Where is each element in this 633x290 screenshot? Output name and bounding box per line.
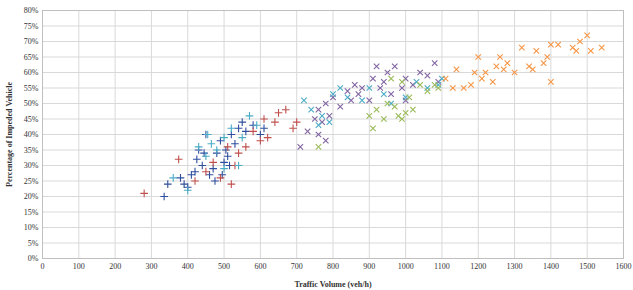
- svg-text:30%: 30%: [24, 161, 39, 170]
- svg-text:45%: 45%: [24, 115, 39, 124]
- svg-text:1500: 1500: [579, 262, 595, 271]
- svg-text:75%: 75%: [24, 22, 39, 31]
- svg-text:700: 700: [291, 262, 303, 271]
- svg-text:25%: 25%: [24, 177, 39, 186]
- svg-text:1600: 1600: [616, 262, 632, 271]
- svg-text:600: 600: [254, 262, 266, 271]
- svg-text:80%: 80%: [24, 6, 39, 15]
- svg-text:400: 400: [182, 262, 194, 271]
- svg-text:1100: 1100: [434, 262, 450, 271]
- svg-text:55%: 55%: [24, 84, 39, 93]
- svg-text:10%: 10%: [24, 223, 39, 232]
- svg-text:900: 900: [363, 262, 375, 271]
- svg-text:35%: 35%: [24, 146, 39, 155]
- svg-text:60%: 60%: [24, 68, 39, 77]
- svg-text:1300: 1300: [507, 262, 523, 271]
- svg-text:65%: 65%: [24, 53, 39, 62]
- svg-text:70%: 70%: [24, 37, 39, 46]
- svg-text:0: 0: [41, 262, 45, 271]
- svg-text:1200: 1200: [470, 262, 486, 271]
- svg-text:1400: 1400: [543, 262, 559, 271]
- svg-text:800: 800: [327, 262, 339, 271]
- svg-text:5%: 5%: [28, 239, 39, 248]
- svg-text:15%: 15%: [24, 208, 39, 217]
- svg-text:40%: 40%: [24, 130, 39, 139]
- svg-text:0%: 0%: [28, 254, 39, 263]
- svg-text:500: 500: [218, 262, 230, 271]
- svg-text:Traffic Volume (veh/h): Traffic Volume (veh/h): [294, 280, 372, 289]
- svg-text:1000: 1000: [398, 262, 414, 271]
- svg-text:Percentage of Impeded Vehicle: Percentage of Impeded Vehicle: [5, 82, 14, 187]
- svg-text:50%: 50%: [24, 99, 39, 108]
- svg-text:300: 300: [145, 262, 157, 271]
- svg-text:20%: 20%: [24, 192, 39, 201]
- svg-text:200: 200: [109, 262, 121, 271]
- svg-text:100: 100: [73, 262, 85, 271]
